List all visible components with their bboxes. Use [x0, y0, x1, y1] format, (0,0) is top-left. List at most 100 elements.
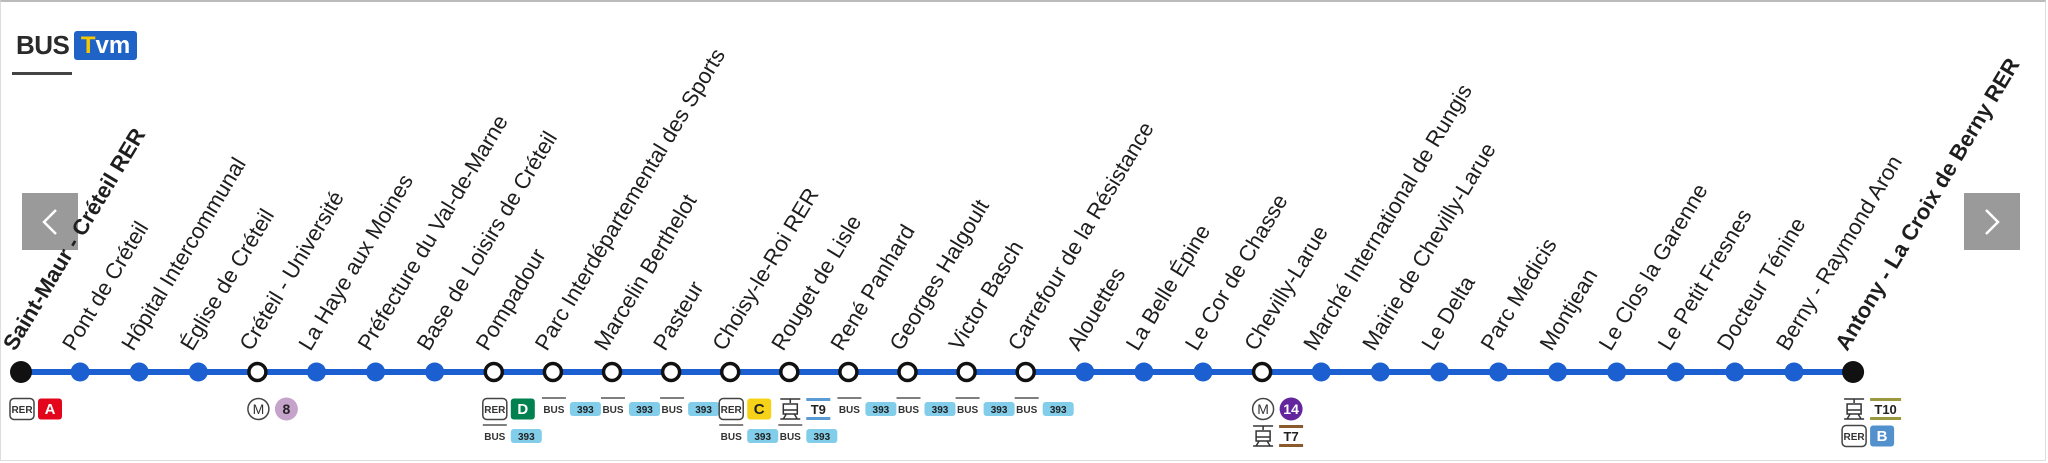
connection: T9	[780, 398, 831, 420]
connection: BUS 393	[601, 397, 660, 416]
logo-mode: BUS	[16, 30, 70, 60]
stop-marker	[129, 362, 149, 382]
line-label: T10	[1874, 402, 1896, 417]
stop-name[interactable]: Montjean	[1534, 264, 1602, 354]
line-label: 393	[873, 405, 890, 416]
next-chevron[interactable]	[1985, 209, 2000, 235]
mode-label: RER	[1844, 432, 1866, 443]
mode-badge	[1251, 397, 1275, 421]
line-badge	[510, 429, 542, 443]
terminus-marker	[10, 361, 32, 383]
line-badge	[747, 429, 779, 443]
prev-button-bg[interactable]	[22, 193, 78, 250]
line-label: 393	[932, 405, 949, 416]
line-label: 393	[636, 405, 653, 416]
connection-marker	[719, 361, 741, 383]
stop-name[interactable]: Le Cor de Chasse	[1180, 190, 1293, 355]
stop-name[interactable]: Choisy-le-Roi RER	[707, 183, 824, 354]
line-bar-bottom	[1870, 417, 1902, 420]
line-badge	[983, 402, 1015, 416]
line-badge	[924, 402, 956, 416]
next-button[interactable]	[1964, 193, 2020, 250]
line-bar-top	[1279, 425, 1304, 428]
connection-marker	[1015, 361, 1036, 383]
mode-badge	[482, 397, 508, 421]
connection: RER D	[482, 397, 535, 421]
connection: RER A	[9, 397, 62, 421]
connection-marker	[779, 361, 800, 383]
mode-label: M	[1257, 401, 1269, 417]
mode-label: BUS	[839, 405, 860, 416]
line-badge	[629, 402, 660, 416]
connection: BUS 393	[660, 397, 720, 416]
mode-label: BUS	[780, 432, 801, 443]
mode-label: BUS	[721, 432, 742, 443]
stop-marker	[1429, 362, 1449, 382]
connection: BUS 393	[1014, 397, 1074, 416]
mode-label: BUS	[484, 432, 505, 443]
stop-marker	[1548, 362, 1568, 382]
stop-marker	[1784, 362, 1804, 382]
mode-label: BUS	[957, 405, 978, 416]
line-label: 8	[283, 401, 291, 417]
line-label: B	[1877, 428, 1888, 445]
mode-label: RER	[484, 405, 506, 416]
stop-name[interactable]: Le Clos la Garenne	[1594, 179, 1713, 354]
stop-marker	[1311, 362, 1331, 382]
stop-name[interactable]: Créteil - Université	[234, 187, 349, 355]
prev-chevron[interactable]	[42, 209, 57, 235]
connection: T7	[1253, 425, 1304, 447]
stop-marker	[425, 362, 445, 382]
stop-marker	[1489, 362, 1508, 382]
connection: M 14	[1251, 397, 1303, 421]
mode-badge	[718, 397, 744, 421]
connection: BUS 393	[837, 397, 897, 416]
connection: RER B	[1841, 424, 1895, 448]
stop-name[interactable]: Alouettes	[1062, 263, 1131, 355]
line-label: 393	[518, 432, 535, 443]
line-label: C	[754, 401, 765, 418]
connection: BUS 393	[541, 397, 601, 416]
line-label: T7	[1284, 429, 1299, 444]
stop-marker	[1607, 362, 1627, 382]
line-label: 393	[695, 405, 712, 416]
next-button-bg[interactable]	[1964, 193, 2020, 250]
connection: BUS 393	[896, 397, 956, 416]
mode-badge	[1841, 424, 1867, 448]
stop-marker	[70, 362, 90, 382]
line-badge	[510, 398, 535, 420]
terminus-marker	[1842, 361, 1865, 383]
connection-marker	[838, 361, 859, 383]
connection-marker	[660, 361, 682, 383]
stop-marker	[1666, 362, 1686, 382]
mode-label: BUS	[662, 405, 683, 416]
connection-marker	[897, 361, 918, 383]
line-label: 393	[1050, 405, 1067, 416]
connection-marker	[1251, 361, 1273, 383]
prev-button[interactable]	[22, 193, 78, 250]
line-badge	[1279, 426, 1304, 446]
line-label: D	[517, 401, 528, 418]
line-badge	[1279, 397, 1303, 421]
stop-marker	[1075, 362, 1095, 382]
connection: RER C	[718, 397, 772, 421]
line-badge	[274, 397, 298, 421]
line-badge	[1870, 425, 1895, 447]
stop-name[interactable]: Pasteur	[648, 277, 708, 355]
line-badge	[688, 402, 720, 416]
stop-marker	[1725, 362, 1745, 382]
mode-label: BUS	[1016, 405, 1037, 416]
tram-icon	[780, 399, 801, 420]
connection-marker	[956, 361, 977, 383]
connection: BUS 393	[955, 397, 1015, 416]
line-bar-bottom	[1279, 444, 1304, 447]
line-label: 14	[1283, 401, 1299, 417]
line-label: 393	[577, 405, 594, 416]
stop-marker	[1370, 362, 1390, 382]
line-label: 393	[991, 405, 1008, 416]
stop-name[interactable]: Le Delta	[1416, 271, 1480, 355]
line-badge	[1870, 399, 1902, 419]
